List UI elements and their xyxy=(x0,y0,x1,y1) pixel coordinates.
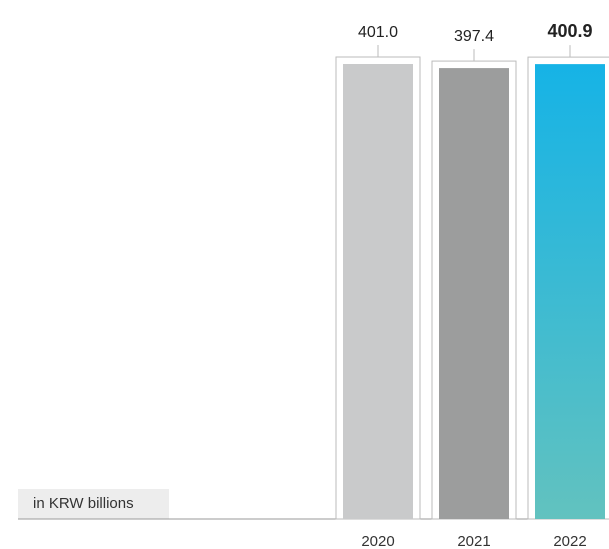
value-label-2022: 400.9 xyxy=(547,21,592,41)
category-label-2020: 2020 xyxy=(361,533,394,549)
value-label-2021: 397.4 xyxy=(454,28,494,45)
bar-2020 xyxy=(343,64,413,519)
bar-2021 xyxy=(439,68,509,520)
bar-2022 xyxy=(535,64,605,519)
value-label-2020: 401.0 xyxy=(358,24,398,41)
category-label-2022: 2022 xyxy=(553,533,586,549)
unit-label: in KRW billions xyxy=(18,489,169,519)
category-label-2021: 2021 xyxy=(457,533,490,549)
